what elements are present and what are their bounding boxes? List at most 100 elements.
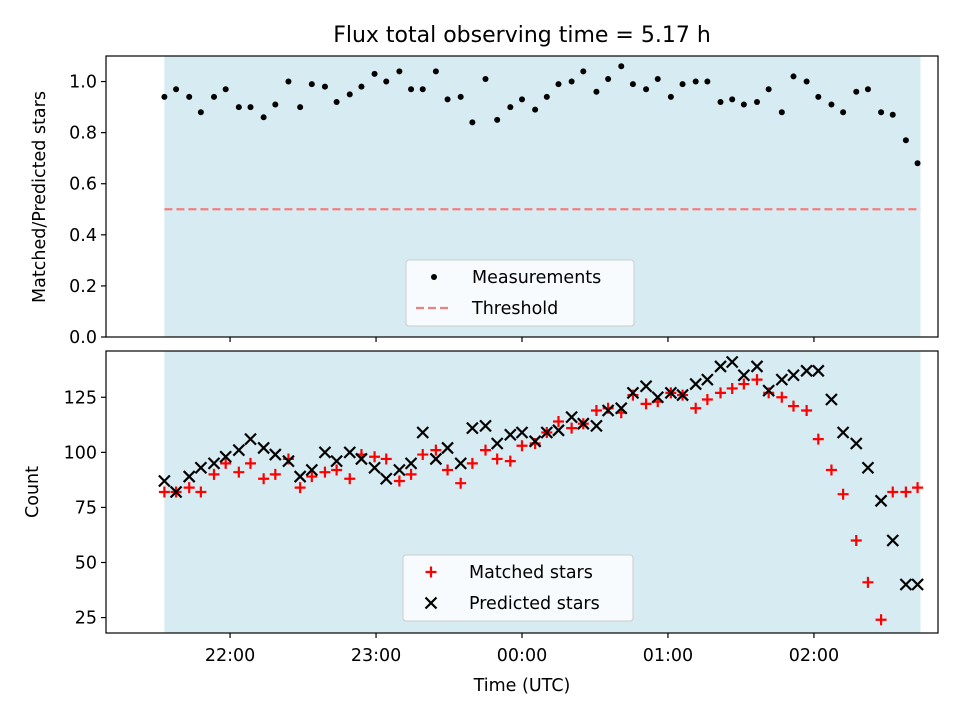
- y-tick-label: 0.6: [69, 175, 97, 195]
- measurement-point: [260, 114, 267, 121]
- predicted-star-marker: [318, 446, 332, 459]
- predicted-star-marker: [305, 463, 319, 477]
- matched-star-marker: [455, 477, 467, 489]
- legend-label: Measurements: [472, 268, 601, 288]
- measurement-point: [605, 75, 612, 82]
- predicted-star-marker: [689, 377, 702, 391]
- measurement-point: [235, 104, 242, 111]
- predicted-star-marker: [429, 452, 443, 466]
- predicted-star-marker: [404, 457, 418, 470]
- matched-star-marker: [306, 471, 318, 483]
- top-y-axis-label: Matched/Predicted stars: [30, 91, 50, 303]
- bottom-y-axis-label: Count: [23, 466, 43, 518]
- matched-star-marker: [183, 482, 195, 494]
- chart-title: Flux total observing time = 5.17 h: [333, 23, 711, 48]
- legend-measurement-marker: [431, 274, 437, 280]
- measurement-point: [853, 88, 860, 95]
- predicted-star-marker: [182, 470, 196, 483]
- predicted-star-marker: [590, 419, 603, 433]
- predicted-star-marker: [775, 373, 789, 386]
- measurement-point: [272, 101, 279, 108]
- matched-star-marker: [491, 453, 503, 465]
- predicted-star-marker: [725, 355, 739, 369]
- matched-star-marker: [690, 402, 702, 414]
- predicted-star-marker: [812, 364, 825, 378]
- legend-predicted-marker: [424, 596, 438, 610]
- matched-star-marker: [850, 534, 862, 546]
- predicted-star-marker: [232, 443, 246, 457]
- predicted-star-marker: [219, 450, 232, 464]
- measurement-point: [247, 104, 254, 111]
- predicted-star-marker: [836, 426, 850, 439]
- matched-star-marker: [751, 374, 763, 386]
- predicted-star-marker: [379, 472, 393, 486]
- legend-matched-marker: [425, 566, 437, 578]
- measurement-point: [740, 101, 747, 108]
- matched-star-marker: [776, 391, 788, 403]
- y-tick-label: 75: [75, 498, 97, 518]
- predicted-star-marker: [676, 388, 689, 402]
- matched-star-marker: [319, 466, 331, 478]
- predicted-star-marker: [651, 390, 665, 404]
- matched-star-marker: [344, 473, 356, 485]
- predicted-star-marker: [911, 578, 924, 591]
- measurement-point: [297, 104, 304, 111]
- measurement-point: [568, 78, 575, 85]
- predicted-star-marker: [639, 379, 653, 393]
- matched-star-marker: [258, 473, 270, 485]
- predicted-star-marker: [479, 419, 492, 433]
- predicted-star-marker: [825, 393, 838, 406]
- measurement-point: [840, 109, 847, 116]
- matched-star-marker: [269, 468, 281, 480]
- matched-star-marker: [715, 387, 727, 399]
- measurement-point: [580, 68, 587, 75]
- predicted-star-marker: [466, 421, 479, 435]
- measurement-point: [667, 93, 674, 100]
- measurement-point: [704, 78, 711, 85]
- ratio-panel: 0.0 0.2 0.4 0.6 0.8 1.0 Measurements Threshold: [69, 55, 939, 348]
- measurement-point: [593, 88, 600, 95]
- legend: Measurements Threshold: [405, 259, 635, 327]
- matched-star-marker: [837, 488, 849, 500]
- predicted-star-marker: [528, 435, 542, 448]
- measurement-point: [444, 96, 451, 103]
- predicted-star-marker: [441, 441, 454, 455]
- matched-star-marker: [380, 453, 392, 465]
- matched-star-marker: [900, 486, 912, 498]
- y-tick-label: 0.4: [69, 226, 97, 246]
- matched-star-marker: [393, 475, 405, 487]
- y-tick-label: 0.0: [69, 328, 97, 348]
- matched-star-marker: [195, 486, 207, 498]
- y-tick-label: 125: [64, 388, 97, 408]
- measurement-point: [679, 81, 686, 88]
- legend-label: Matched stars: [469, 563, 593, 583]
- matched-star-marker: [480, 444, 492, 456]
- x-tick-label: 01:00: [643, 646, 693, 666]
- matched-star-marker: [862, 576, 874, 588]
- matched-star-marker: [331, 464, 343, 476]
- measurement-point: [333, 98, 340, 105]
- measurement-point: [654, 75, 661, 82]
- measurement-point: [914, 160, 921, 167]
- measurement-point: [618, 63, 625, 70]
- y-tick-label: 1.0: [69, 73, 97, 93]
- legend-box: [405, 259, 635, 327]
- predicted-star-marker: [454, 457, 467, 470]
- matched-star-marker: [220, 457, 232, 469]
- predicted-star-marker: [787, 368, 800, 382]
- predicted-star-marker: [504, 428, 517, 441]
- matched-star-marker: [552, 416, 564, 427]
- predicted-star-marker: [626, 386, 640, 400]
- legend-box: [402, 554, 634, 622]
- predicted-star-marker: [355, 452, 368, 466]
- matched-star-marker: [640, 398, 652, 410]
- matched-star-marker: [405, 468, 417, 480]
- measurement-point: [173, 86, 180, 93]
- predicted-star-marker: [158, 474, 171, 488]
- predicted-star-marker: [800, 364, 813, 378]
- count-panel: 25 50 75 100 125 22:00 23:00 00:00 01:00 02:00 Mat…: [64, 350, 939, 666]
- measurement-point: [358, 83, 365, 90]
- matched-star-marker: [208, 468, 220, 480]
- matched-star-marker: [504, 455, 516, 467]
- measurement-point: [717, 98, 724, 105]
